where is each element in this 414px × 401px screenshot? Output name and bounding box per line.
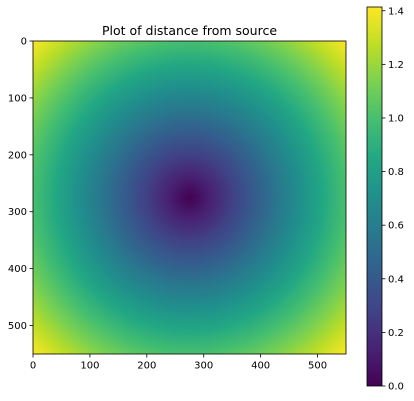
colorbar-tick-label: 0.0: [388, 382, 404, 393]
y-tick-label: 200: [8, 150, 27, 161]
colorbar-tick-label: 1.2: [388, 60, 404, 71]
colorbar: 0.0 0.2 0.4 0.6 0.8 1.0 1.2 1.4: [366, 6, 404, 393]
y-tick-label: 500: [8, 321, 27, 332]
heatmap-image: [33, 41, 346, 354]
y-tick-label: 400: [8, 264, 27, 275]
heatmap-raster: [33, 41, 346, 354]
y-tick-label: 300: [8, 207, 27, 218]
y-axis: 0 100 200 300 400 500: [8, 37, 33, 332]
colorbar-tick-label: 0.6: [388, 221, 404, 232]
x-tick-label: 200: [137, 361, 156, 372]
y-tick-label: 0: [21, 37, 27, 48]
x-tick-label: 400: [251, 361, 270, 372]
x-tick-label: 500: [308, 361, 327, 372]
x-axis: 0 100 200 300 400 500: [30, 354, 327, 372]
x-tick-label: 0: [30, 361, 36, 372]
x-tick-label: 300: [194, 361, 213, 372]
chart-title: Plot of distance from source: [102, 23, 277, 38]
plot-frame: [32, 40, 347, 355]
colorbar-tick-label: 0.8: [388, 167, 404, 178]
colorbar-frame: [366, 6, 383, 387]
colorbar-tick-label: 1.0: [388, 113, 404, 124]
x-tick-label: 100: [80, 361, 99, 372]
y-tick-label: 100: [8, 93, 27, 104]
colorbar-tick-label: 0.2: [388, 328, 404, 339]
colorbar-tick-label: 1.4: [388, 6, 404, 17]
colorbar-ticks: 0.0 0.2 0.4 0.6 0.8 1.0 1.2 1.4: [382, 6, 404, 393]
colorbar-tick-label: 0.4: [388, 274, 404, 285]
colorbar-gradient: [367, 7, 382, 386]
